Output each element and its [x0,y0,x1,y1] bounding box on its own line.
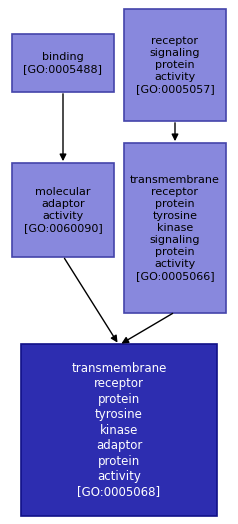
Text: transmembrane
receptor
protein
tyrosine
kinase
signaling
protein
activity
[GO:00: transmembrane receptor protein tyrosine … [130,175,220,281]
Text: molecular
adaptor
activity
[GO:0060090]: molecular adaptor activity [GO:0060090] [24,187,102,233]
Text: binding
[GO:0005488]: binding [GO:0005488] [24,52,103,74]
FancyBboxPatch shape [21,344,217,516]
Text: transmembrane
receptor
protein
tyrosine
kinase
adaptor
protein
activity
[GO:0005: transmembrane receptor protein tyrosine … [71,362,167,498]
FancyBboxPatch shape [12,163,114,257]
FancyBboxPatch shape [124,143,226,313]
FancyBboxPatch shape [124,9,226,121]
FancyBboxPatch shape [12,34,114,92]
Text: receptor
signaling
protein
activity
[GO:0005057]: receptor signaling protein activity [GO:… [136,36,214,94]
